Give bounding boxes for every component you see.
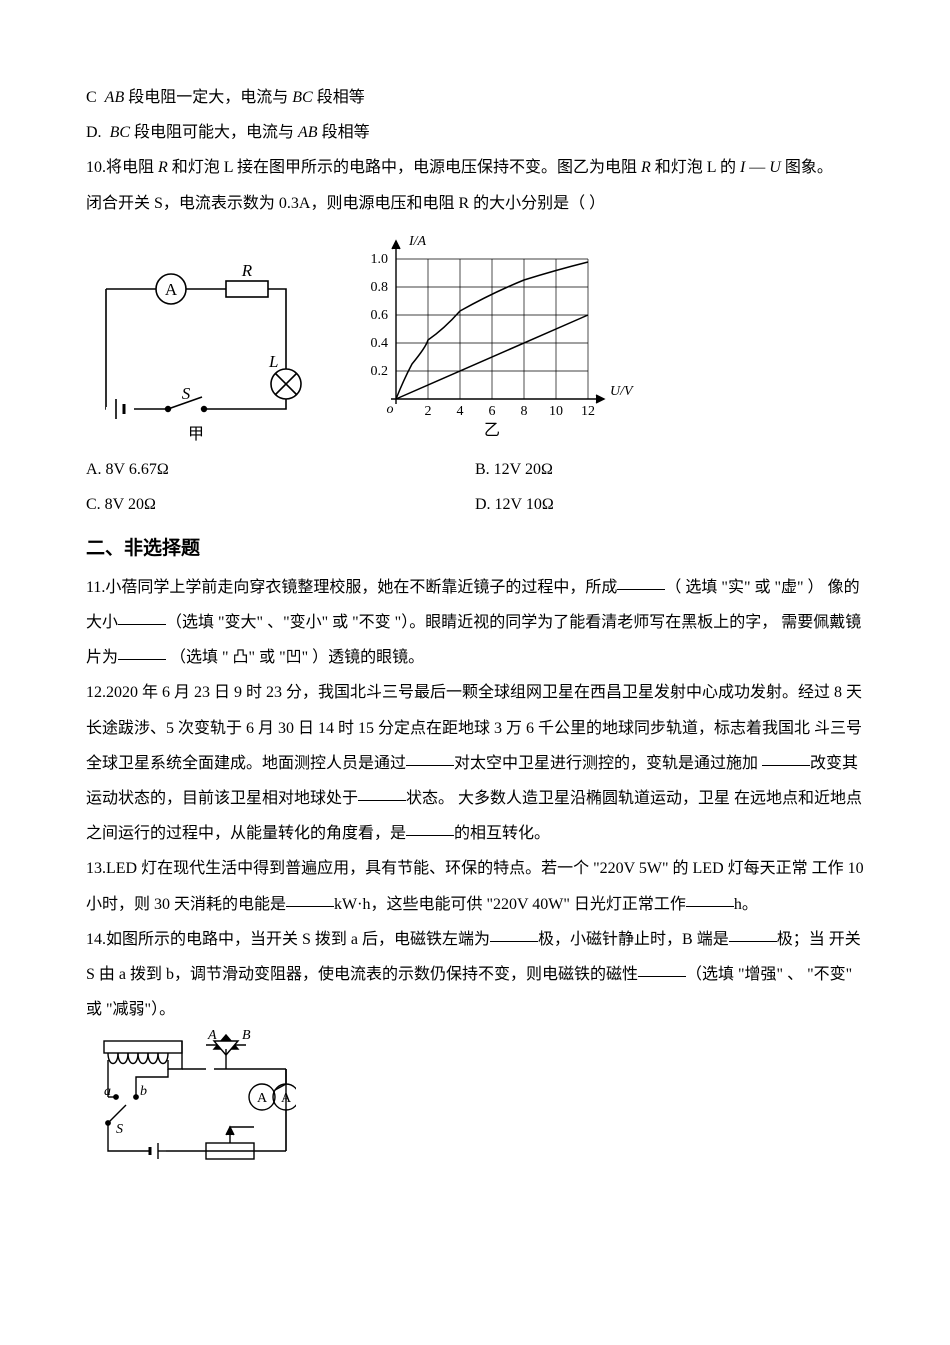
blank: [406, 819, 454, 836]
text: 对太空中卫星进行测控的，变轨是通过施加: [454, 755, 758, 772]
svg-text:0.6: 0.6: [371, 308, 389, 323]
text: 13.LED 灯在现代生活中得到普遍应用，具有节能、环保的特点。若一个 "220…: [86, 860, 808, 877]
svg-text:A: A: [207, 1028, 217, 1043]
svg-text:S: S: [182, 384, 191, 403]
blank: [617, 573, 665, 590]
q10-option-b: B. 12V 20Ω: [475, 452, 864, 487]
blank: [729, 925, 777, 942]
blank: [358, 784, 406, 801]
text: 段电阻一定大，电流与: [124, 89, 292, 106]
svg-text:12: 12: [581, 404, 595, 419]
svg-text:I/A: I/A: [408, 234, 427, 249]
svg-text:10: 10: [549, 404, 563, 419]
svg-text:乙: 乙: [484, 422, 500, 439]
svg-text:4: 4: [457, 404, 464, 419]
svg-text:1.0: 1.0: [371, 252, 389, 267]
circuit-diagram: A R L S 甲: [86, 249, 306, 444]
ab-italic: AB: [105, 89, 125, 106]
text: 10.将电阻: [86, 159, 158, 176]
blank: [406, 749, 454, 766]
text: 段电阻可能大，电流与: [130, 124, 298, 141]
svg-text:6: 6: [489, 404, 496, 419]
q13: 13.LED 灯在现代生活中得到普遍应用，具有节能、环保的特点。若一个 "220…: [86, 851, 864, 921]
text: 的相互转化。: [454, 825, 550, 842]
q11: 11.小蓓同学上学前走向穿衣镜整理校服，她在不断靠近镜子的过程中，所成 （ 选填 …: [86, 570, 864, 676]
svg-text:S: S: [116, 1122, 123, 1137]
svg-text:A: A: [165, 280, 178, 299]
text: kW·h，这些电能可供 "220V 40W" 日光灯正常工作: [334, 896, 686, 913]
svg-text:0.4: 0.4: [371, 336, 389, 351]
q10-stem-line1: 10.将电阻 R 和灯泡 L 接在图甲所示的电路中，电源电压保持不变。图乙为电阻…: [86, 150, 864, 185]
text: 和灯泡 L 接在图甲所示的电路中，电源电压保持不变。图乙为电阻: [168, 159, 641, 176]
svg-text:0.2: 0.2: [371, 364, 389, 379]
hint: （选填 "增强" 、: [686, 966, 803, 983]
blank: [490, 925, 538, 942]
blank: [118, 643, 166, 660]
blank: [686, 890, 734, 907]
text: 极，小磁针静止时，B 端是: [538, 931, 729, 948]
q10-option-c: C. 8V 20Ω: [86, 487, 475, 522]
q10-stem-line2: 闭合开关 S，电流表示数为 0.3A，则电源电压和电阻 R 的大小分别是（ ）: [86, 186, 864, 221]
hint: （选填 " 凸" 或 "凹" ）透镜的眼镜。: [166, 649, 424, 666]
svg-text:b: b: [140, 1084, 147, 1099]
section-2-title: 二、非选择题: [86, 528, 864, 570]
text: —: [745, 159, 769, 176]
text: 极；当: [777, 931, 825, 948]
iv-graph: 1.0 0.8 0.6 0.4 0.2 o 2 4 6 8 10 12 I/A …: [346, 229, 636, 444]
q14: 14.如图所示的电路中，当开关 S 拨到 a 后，电磁铁左端为 极，小磁针静止时，…: [86, 922, 864, 1028]
text: C: [86, 89, 105, 106]
q10-options: A. 8V 6.67Ω B. 12V 20Ω C. 8V 20Ω D. 12V …: [86, 452, 864, 522]
q12: 12.2020 年 6 月 23 日 9 时 23 分，我国北斗三号最后一颗全球…: [86, 675, 864, 851]
q10-figures: A R L S 甲: [86, 229, 864, 444]
blank: [118, 608, 166, 625]
q10-option-d: D. 12V 10Ω: [475, 487, 864, 522]
text: 11.小蓓同学上学前走向穿衣镜整理校服，她在不断靠近镜子的过程中，所成: [86, 579, 617, 596]
q9-option-c: C AB 段电阻一定大，电流与 BC 段相等: [86, 80, 864, 115]
svg-text:R: R: [241, 261, 253, 280]
svg-text:A: A: [257, 1091, 268, 1106]
ab-italic: AB: [298, 124, 318, 141]
text: 段相等: [318, 124, 370, 141]
svg-text:a: a: [104, 1084, 111, 1099]
svg-text:甲: 甲: [188, 426, 204, 443]
text: 和灯泡 L 的: [651, 159, 740, 176]
svg-text:U/V: U/V: [610, 384, 634, 399]
text: 12.2020 年 6 月 23 日 9 时 23 分，我国北斗三号最后一颗全球…: [86, 684, 830, 701]
q14-circuit: A B A A: [86, 1027, 296, 1167]
svg-text:o: o: [387, 402, 394, 417]
text: 状态。 大多数人造卫星沿椭圆轨道运动，卫星: [406, 790, 730, 807]
text: 段相等: [313, 89, 365, 106]
text: 14.如图所示的电路中，当开关 S 拨到 a 后，电磁铁左端为: [86, 931, 490, 948]
q9-option-d: D. BC 段电阻可能大，电流与 AB 段相等: [86, 115, 864, 150]
hint: （ 选填 "实" 或 "虚" ）: [665, 579, 823, 596]
hint: （选填 "变大" 、"变小" 或 "不变 "）。眼睛近视的同学为了能看清老师写在…: [166, 614, 777, 631]
blank: [638, 960, 686, 977]
svg-text:A: A: [281, 1091, 292, 1106]
text: D.: [86, 124, 110, 141]
blank: [762, 749, 810, 766]
text: h。: [734, 896, 758, 913]
svg-text:2: 2: [425, 404, 432, 419]
svg-text:0.8: 0.8: [371, 280, 389, 295]
svg-text:L: L: [268, 352, 278, 371]
bc-italic: BC: [110, 124, 130, 141]
svg-text:B: B: [242, 1028, 251, 1043]
blank: [286, 890, 334, 907]
q10-option-a: A. 8V 6.67Ω: [86, 452, 475, 487]
text: 图象。: [781, 159, 833, 176]
bc-italic: BC: [292, 89, 312, 106]
svg-text:8: 8: [521, 404, 528, 419]
